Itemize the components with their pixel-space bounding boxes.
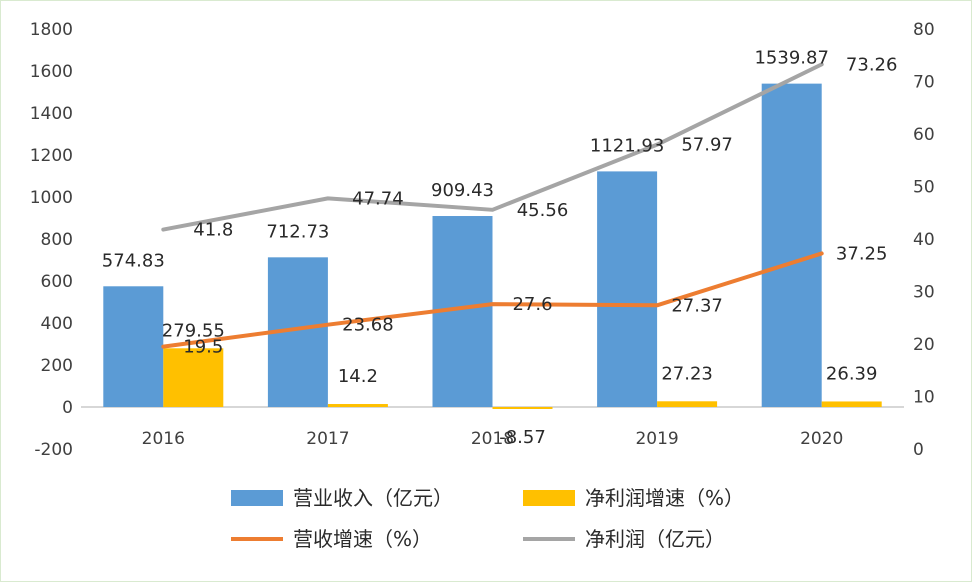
line-revenue-growth <box>161 251 824 349</box>
y-left-tick-label: 1600 <box>30 62 73 82</box>
data-label-revenue-growth: 37.25 <box>836 243 888 264</box>
data-label-net-profit: 45.56 <box>517 200 569 221</box>
data-label-profit-growth: 26.39 <box>826 363 878 384</box>
y-left-tick-label: -200 <box>34 440 73 460</box>
legend-label: 净利润（亿元） <box>585 527 725 551</box>
legend-swatch <box>231 490 283 506</box>
data-label-net-profit: 57.97 <box>681 135 733 156</box>
data-label-revenue-growth: 27.6 <box>512 294 552 315</box>
data-label-revenue: 712.73 <box>266 221 329 242</box>
data-label-revenue: 1539.87 <box>754 48 828 69</box>
x-category-label: 2020 <box>800 429 843 449</box>
y-right-tick-label: 80 <box>913 20 935 40</box>
x-category-label: 2016 <box>142 429 185 449</box>
bar-profit-growth <box>163 348 224 407</box>
data-label-revenue-growth: 23.68 <box>342 315 394 336</box>
bar-profit-growth <box>821 401 882 407</box>
bar-revenue <box>597 171 658 407</box>
legend-label: 营业收入（亿元） <box>293 486 453 510</box>
y-right-tick-label: 40 <box>913 230 935 250</box>
y-right-tick-label: 20 <box>913 335 935 355</box>
data-label-profit-growth: 14.2 <box>338 366 378 387</box>
y-right-tick-label: 10 <box>913 388 935 408</box>
y-left-tick-label: 1200 <box>30 146 73 166</box>
data-label-revenue: 1121.93 <box>590 135 664 156</box>
x-category-label: 2018 <box>471 429 514 449</box>
bar-revenue <box>761 83 822 408</box>
line-net-profit <box>161 62 824 232</box>
y-right-tick-label: 30 <box>913 283 935 303</box>
y-left-tick-label: 1000 <box>30 188 73 208</box>
y-right-tick-label: 60 <box>913 125 935 145</box>
y-right-tick-label: 70 <box>913 73 935 93</box>
bar-profit-growth <box>492 407 553 409</box>
data-label-revenue-growth: 19.5 <box>183 337 223 358</box>
data-label-profit-growth: 279.55 <box>162 320 225 341</box>
data-label-revenue: 909.43 <box>431 180 494 201</box>
data-label-net-profit: 47.74 <box>352 188 404 209</box>
bar-profit-growth <box>327 404 388 407</box>
y-left-tick-label: 1400 <box>30 104 73 124</box>
y-right-tick-label: 0 <box>913 440 924 460</box>
data-label-revenue: 574.83 <box>102 250 165 271</box>
data-label-revenue-growth: 27.37 <box>671 295 723 316</box>
y-left-tick-label: 0 <box>62 398 73 418</box>
y-left-tick-label: 400 <box>41 314 73 334</box>
y-left-tick-label: 800 <box>41 230 73 250</box>
x-category-label: 2019 <box>635 429 678 449</box>
legend-label: 净利润增速（%） <box>585 486 744 510</box>
y-right-tick-label: 50 <box>913 178 935 198</box>
data-label-profit-growth: 27.23 <box>661 363 713 384</box>
y-left-tick-label: 600 <box>41 272 73 292</box>
bar-revenue <box>103 286 164 407</box>
data-label-net-profit: 41.8 <box>193 220 233 241</box>
legend-label: 营收增速（%） <box>293 527 432 551</box>
y-left-tick-label: 200 <box>41 356 73 376</box>
data-label-net-profit: 73.26 <box>846 54 898 75</box>
data-label-profit-growth: -8.57 <box>499 427 546 448</box>
x-category-label: 2017 <box>306 429 349 449</box>
y-left-tick-label: 1800 <box>30 20 73 40</box>
bar-profit-growth <box>657 401 718 407</box>
legend-swatch <box>523 490 575 506</box>
